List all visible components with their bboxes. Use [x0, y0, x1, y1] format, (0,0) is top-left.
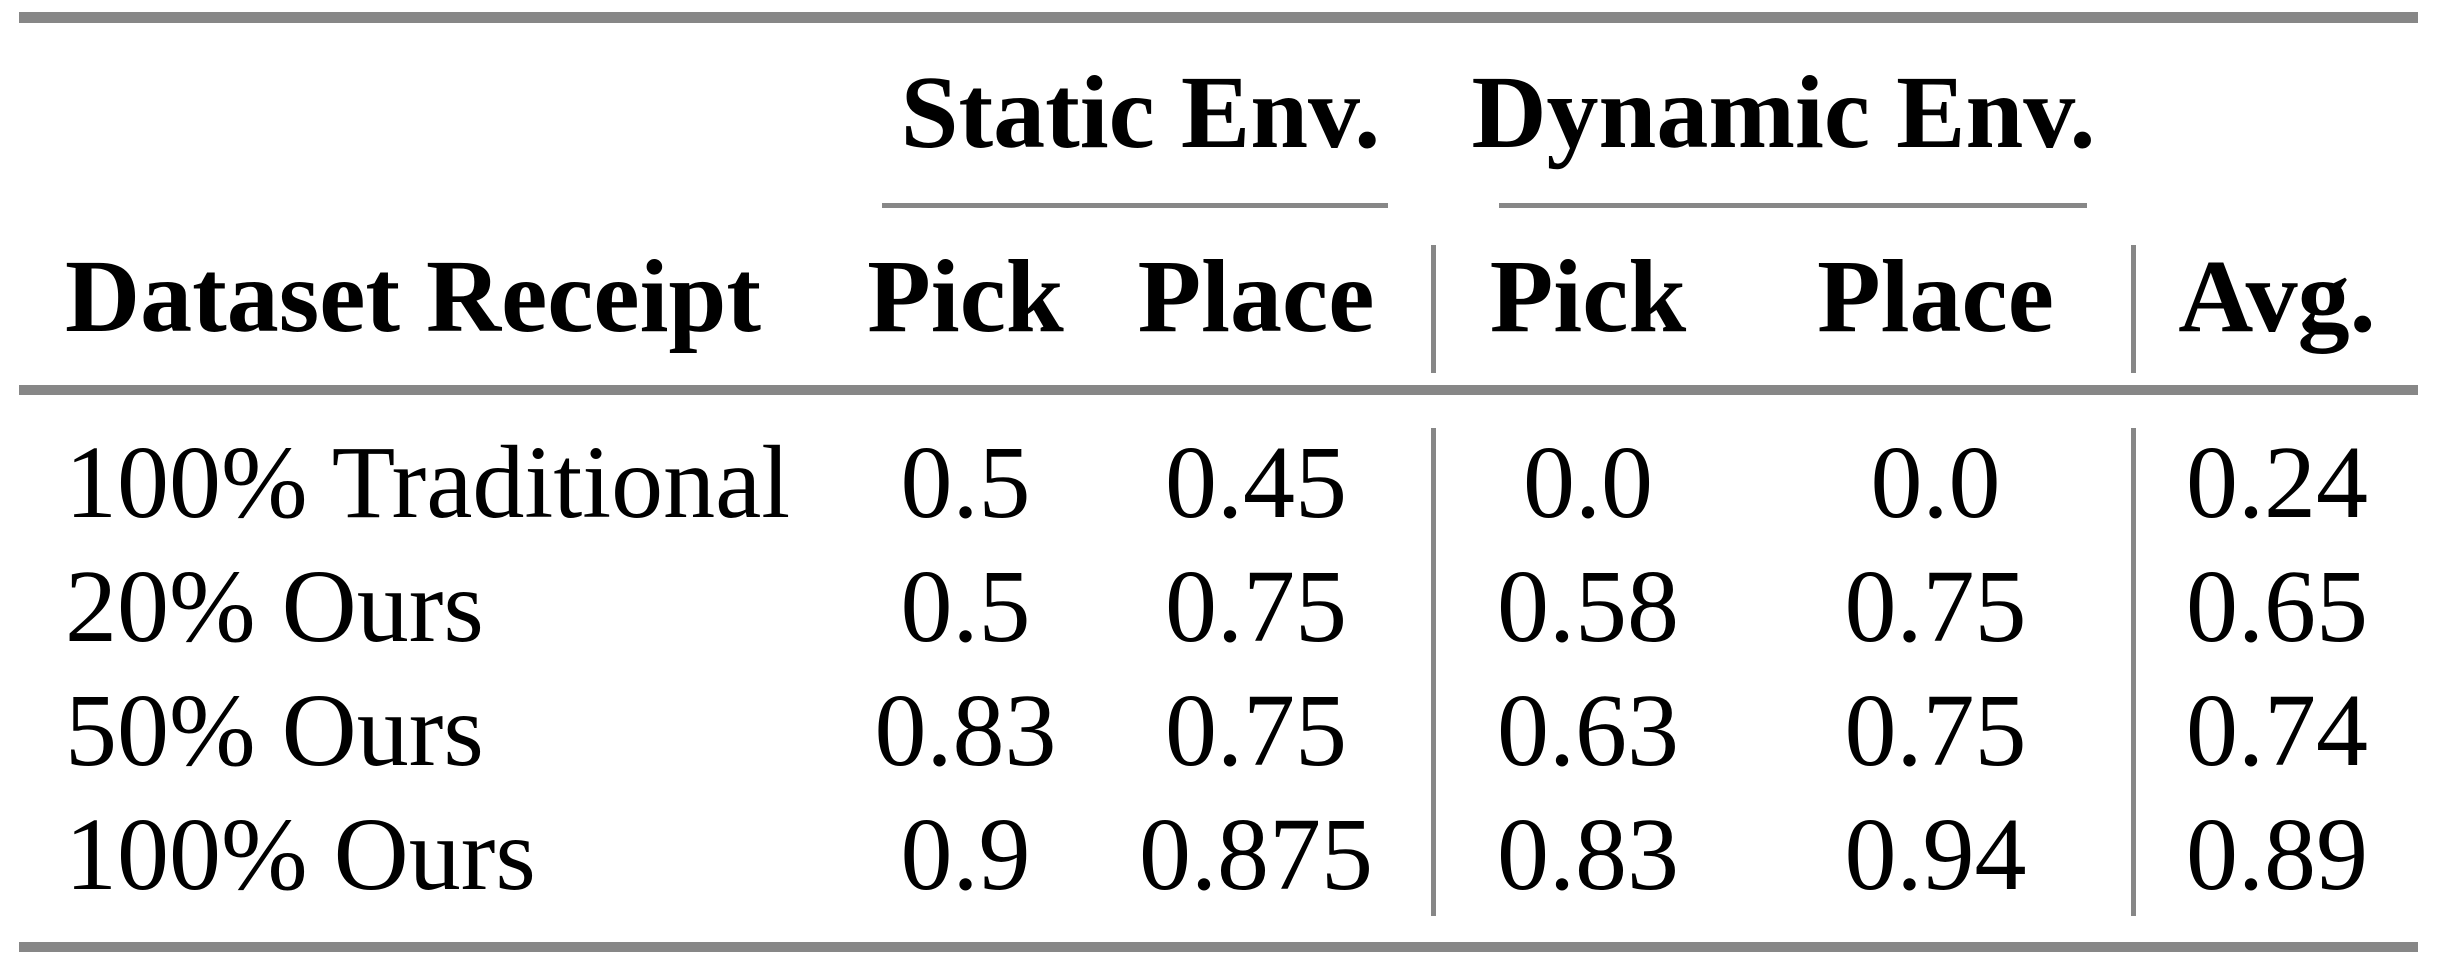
value-static-pick: 0.83	[874, 673, 1057, 788]
static-env-cmidrule	[882, 203, 1388, 208]
value-dynamic-pick: 0.0	[1523, 425, 1653, 540]
value-avg: 0.65	[2186, 549, 2368, 664]
value-dynamic-pick: 0.83	[1497, 797, 1679, 912]
value-dynamic-place: 0.94	[1844, 797, 2027, 912]
value-static-place: 0.45	[1165, 425, 1347, 540]
value-avg: 0.89	[2186, 797, 2368, 912]
value-avg: 0.24	[2186, 425, 2368, 540]
row-label: 100% Ours	[65, 797, 536, 912]
value-dynamic-pick: 0.63	[1497, 673, 1679, 788]
value-static-pick: 0.5	[900, 425, 1031, 540]
value-static-place: 0.875	[1139, 797, 1373, 912]
value-dynamic-place: 0.75	[1844, 549, 2027, 664]
col-header-avg: Avg.	[2178, 238, 2376, 354]
value-avg: 0.74	[2186, 673, 2368, 788]
group-header-dynamic-env: Dynamic Env.	[1471, 55, 2096, 170]
header-midrule	[19, 385, 2418, 395]
value-static-place: 0.75	[1165, 549, 1347, 664]
col-header-static-place: Place	[1137, 238, 1375, 354]
row-label: 50% Ours	[65, 673, 484, 788]
col-header-dataset-receipt: Dataset Receipt	[65, 238, 761, 354]
body-vrule-static-dynamic	[1431, 428, 1436, 916]
body-vrule-avg	[2131, 428, 2136, 916]
row-label: 20% Ours	[65, 549, 484, 664]
value-static-place: 0.75	[1165, 673, 1347, 788]
table-bottom-rule	[19, 942, 2418, 952]
value-dynamic-pick: 0.58	[1497, 549, 1679, 664]
group-header-static-env: Static Env.	[900, 55, 1381, 170]
header-vrule-static-dynamic	[1431, 245, 1436, 373]
value-static-pick: 0.9	[900, 797, 1031, 912]
col-header-dynamic-pick: Pick	[1489, 238, 1687, 354]
value-dynamic-place: 0.0	[1870, 425, 2001, 540]
col-header-static-pick: Pick	[867, 238, 1064, 354]
row-label: 100% Traditional	[65, 425, 791, 540]
value-dynamic-place: 0.75	[1844, 673, 2027, 788]
col-header-dynamic-place: Place	[1817, 238, 2054, 354]
table-top-rule	[19, 12, 2418, 23]
dynamic-env-cmidrule	[1499, 203, 2087, 208]
value-static-pick: 0.5	[900, 549, 1031, 664]
header-vrule-avg	[2131, 245, 2136, 373]
